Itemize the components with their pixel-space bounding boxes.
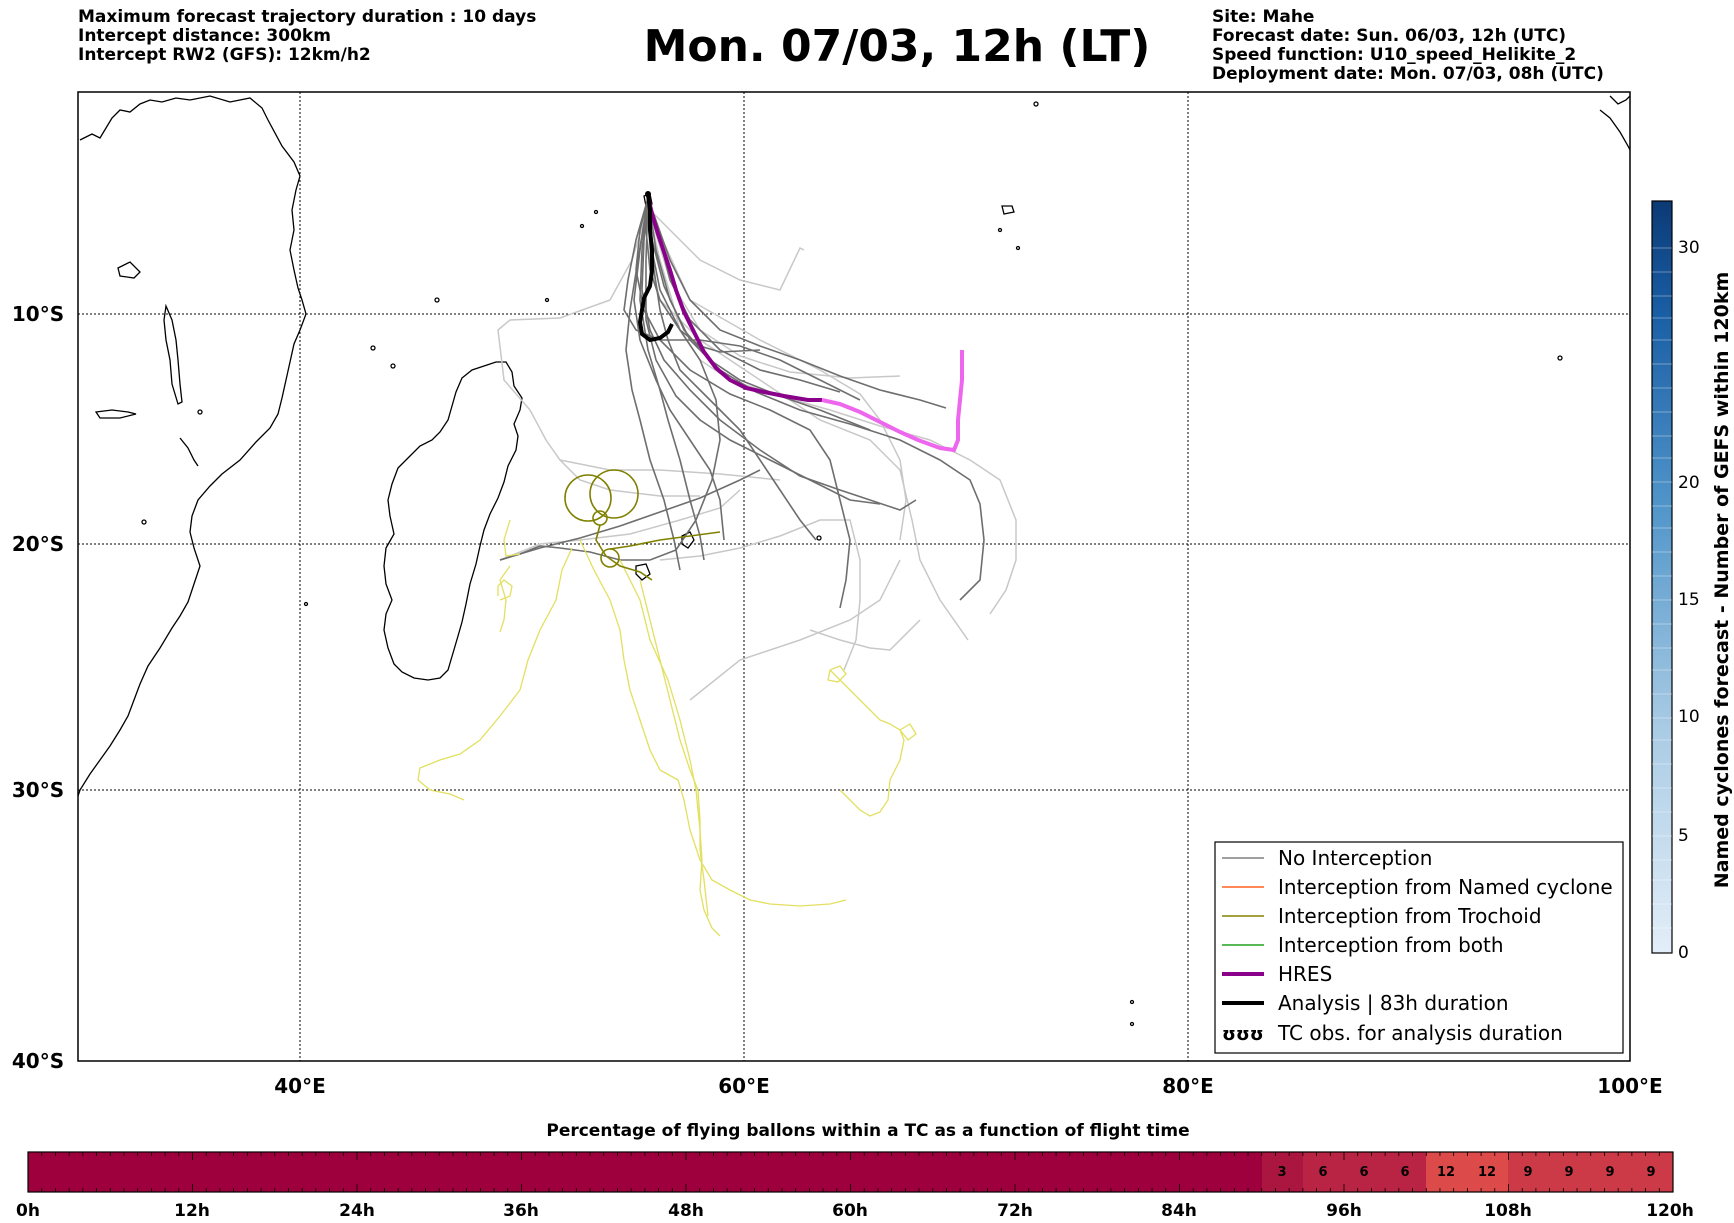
lat-tick-10s: 10°S — [12, 302, 64, 326]
madagascar-coastline — [383, 361, 523, 681]
time-label-12h: 12h — [174, 1201, 210, 1221]
map-gridlines — [78, 92, 1630, 1061]
flight-bar-value: 9 — [1564, 1165, 1573, 1180]
flight-bar-values: 3 6 6 6 12 12 9 9 9 9 — [1277, 1165, 1655, 1180]
time-label-0h: 0h — [16, 1201, 40, 1221]
speed-function-text: Speed function: U10_speed_Helikite_2 — [1212, 45, 1577, 65]
site-text: Site: Mahe — [1212, 7, 1315, 27]
time-label-84h: 84h — [1161, 1201, 1197, 1221]
header-right-info: Site: Mahe Forecast date: Sun. 06/03, 12… — [1212, 8, 1604, 84]
colorbar-right-bands — [1652, 247, 1672, 929]
legend-label-named-cyclone: Interception from Named cyclone — [1278, 875, 1613, 899]
cbar-tick-20: 20 — [1678, 473, 1700, 493]
cbar-tick-10: 10 — [1678, 707, 1700, 727]
colorbar-right-gradient — [1651, 200, 1673, 954]
legend-label-no-interception: No Interception — [1278, 846, 1432, 870]
flight-bar-time-labels: 0h 12h 24h 36h 48h 60h 72h 84h 96h 108h … — [16, 1201, 1694, 1221]
time-label-36h: 36h — [503, 1201, 539, 1221]
map-axis-labels: 10°S 20°S 30°S 40°S 40°E 60°E 80°E 100°E — [12, 302, 1663, 1098]
islands — [94, 95, 1630, 1027]
lat-tick-20s: 20°S — [12, 532, 64, 556]
flight-bar-value: 9 — [1646, 1165, 1655, 1180]
cbar-tick-5: 5 — [1678, 826, 1689, 846]
tc-obs-icon: ʊʊʊ — [1222, 1024, 1264, 1045]
time-label-60h: 60h — [832, 1201, 868, 1221]
flight-bar-value: 6 — [1318, 1165, 1327, 1180]
max-duration-text: Maximum forecast trajectory duration : 1… — [78, 7, 537, 27]
flight-bar-value: 6 — [1359, 1165, 1368, 1180]
trajectories-trochoid — [564, 469, 721, 581]
lon-tick-80e: 80°E — [1162, 1074, 1214, 1098]
africa-coastline — [78, 95, 307, 797]
time-label-120h: 120h — [1646, 1201, 1694, 1221]
trajectories-yellow — [417, 519, 917, 937]
flight-bar-value: 6 — [1400, 1165, 1409, 1180]
flight-time-bar: Percentage of flying ballons within a TC… — [16, 1121, 1694, 1221]
flight-bar-value: 3 — [1277, 1165, 1286, 1180]
flight-bar-cell-1 — [1262, 1152, 1303, 1192]
lon-tick-60e: 60°E — [718, 1074, 770, 1098]
intercept-rw2-text: Intercept RW2 (GFS): 12km/h2 — [78, 45, 371, 65]
flight-bar-value: 12 — [1437, 1165, 1455, 1180]
cbar-tick-0: 0 — [1678, 943, 1689, 963]
legend-label-analysis: Analysis | 83h duration — [1278, 991, 1509, 1015]
colorbar-right-label: Named cyclones forecast - Number of GEFS… — [1711, 272, 1733, 889]
header-left-info: Maximum forecast trajectory duration : 1… — [78, 8, 536, 65]
legend-label-trochoid: Interception from Trochoid — [1278, 904, 1542, 928]
legend-label-both: Interception from both — [1278, 933, 1504, 957]
legend-box — [1214, 841, 1624, 1054]
deployment-site-marker — [645, 191, 651, 197]
lat-tick-40s: 40°S — [12, 1049, 64, 1073]
time-label-24h: 24h — [339, 1201, 375, 1221]
hres-track — [646, 195, 822, 402]
flight-bar-cell-7-10 — [1508, 1152, 1673, 1192]
analysis-track — [637, 193, 674, 343]
colorbar-right-ticks: 0 5 10 15 20 30 — [1678, 238, 1700, 963]
flight-bar-frame — [27, 1151, 1674, 1193]
legend: No Interception Interception from Named … — [1214, 841, 1624, 1054]
time-label-96h: 96h — [1326, 1201, 1362, 1221]
flight-bar-cell-5-6 — [1426, 1152, 1508, 1192]
time-label-108h: 108h — [1484, 1201, 1532, 1221]
page-title: Mon. 07/03, 12h (LT) — [643, 21, 1151, 72]
hres-track-extension — [821, 350, 964, 453]
lon-tick-40e: 40°E — [274, 1074, 326, 1098]
time-label-48h: 48h — [668, 1201, 704, 1221]
legend-label-hres: HRES — [1278, 962, 1332, 986]
flight-bar-ticks — [41, 1152, 1660, 1192]
map-frame — [77, 91, 1631, 1062]
flight-bar-value: 12 — [1478, 1165, 1496, 1180]
flight-bar-value: 9 — [1523, 1165, 1532, 1180]
colorbar-right: 0 5 10 15 20 30 Named cyclones forecast … — [1651, 200, 1733, 963]
cbar-tick-30: 30 — [1678, 238, 1700, 258]
forecast-date-text: Forecast date: Sun. 06/03, 12h (UTC) — [1212, 26, 1567, 46]
flight-bar-cell-2-4 — [1303, 1152, 1426, 1192]
lat-tick-30s: 30°S — [12, 778, 64, 802]
flight-bar-value: 9 — [1605, 1165, 1614, 1180]
time-label-72h: 72h — [997, 1201, 1033, 1221]
lon-tick-100e: 100°E — [1597, 1074, 1662, 1098]
deployment-date-text: Deployment date: Mon. 07/03, 08h (UTC) — [1212, 64, 1604, 84]
legend-label-tc-obs: TC obs. for analysis duration — [1277, 1021, 1563, 1045]
intercept-distance-text: Intercept distance: 300km — [78, 26, 331, 46]
cbar-tick-15: 15 — [1678, 590, 1700, 610]
flight-bar-title: Percentage of flying ballons within a TC… — [546, 1121, 1189, 1141]
